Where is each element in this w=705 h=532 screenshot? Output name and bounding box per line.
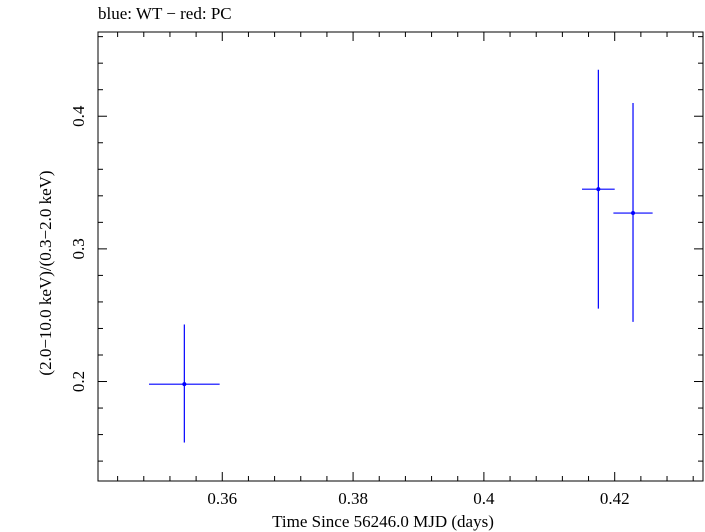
- point-marker: [182, 382, 187, 387]
- point-marker: [596, 187, 601, 192]
- x-axis: 0.36 0.38 0.4 0.42: [117, 32, 694, 508]
- x-tick-label: 0.4: [473, 489, 495, 508]
- chart-title: blue: WT − red: PC: [98, 4, 232, 23]
- y-axis: 0.2 0.3 0.4: [69, 36, 703, 462]
- x-axis-label: Time Since 56246.0 MJD (days): [272, 512, 494, 531]
- data-series: [149, 69, 653, 443]
- y-tick-label: 0.3: [69, 238, 88, 259]
- data-point: [613, 102, 653, 322]
- point-marker: [631, 211, 636, 216]
- data-point: [582, 69, 615, 309]
- y-tick-label: 0.2: [69, 371, 88, 392]
- y-tick-label: 0.4: [69, 105, 88, 127]
- data-point: [149, 324, 220, 443]
- x-tick-label: 0.36: [207, 489, 237, 508]
- plot-frame: [97, 31, 704, 482]
- y-axis-label: (2.0−10.0 keV)/(0.3−2.0 keV): [36, 170, 55, 375]
- x-tick-label: 0.38: [338, 489, 368, 508]
- x-tick-label: 0.42: [600, 489, 630, 508]
